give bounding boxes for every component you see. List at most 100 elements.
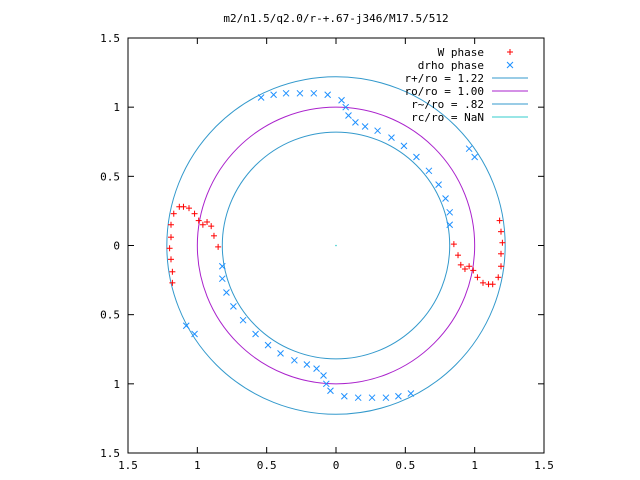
reference-circle bbox=[166, 76, 506, 415]
w-phase-point bbox=[470, 267, 477, 274]
reference-circle bbox=[221, 131, 451, 360]
w-phase-point bbox=[169, 279, 176, 286]
drho-phase-point bbox=[446, 208, 454, 216]
legend-entry: rc/ro = NaN bbox=[411, 111, 528, 124]
drho-phase-point bbox=[327, 387, 334, 395]
w-phase-point bbox=[186, 205, 193, 212]
w-phase-point bbox=[191, 210, 198, 217]
drho-phase-point bbox=[218, 275, 226, 283]
drho-phase-point bbox=[442, 195, 449, 202]
drho-phase-point bbox=[303, 361, 311, 368]
legend-entry: r+/ro = 1.22 bbox=[405, 72, 528, 85]
drho-phase-point bbox=[291, 356, 298, 364]
drho-phase-point bbox=[310, 89, 318, 97]
y-tick-label: 0 bbox=[113, 240, 120, 253]
w-phase-point bbox=[466, 263, 473, 270]
x-tick-label: 1.5 bbox=[534, 459, 554, 472]
w-phase-point bbox=[498, 250, 505, 257]
w-phase-point bbox=[180, 203, 187, 210]
x-tick-label: 1 bbox=[471, 459, 478, 472]
legend-plus-marker bbox=[507, 49, 513, 55]
w-phase-point bbox=[204, 218, 211, 225]
legend-label: rc/ro = NaN bbox=[411, 111, 484, 124]
legend-entry: ro/ro = 1.00 bbox=[405, 85, 528, 98]
drho-phase-point bbox=[252, 330, 259, 338]
drho-phase-point bbox=[182, 322, 190, 330]
drho-phase-point bbox=[282, 89, 290, 97]
drho-phase-point bbox=[374, 127, 381, 135]
plot-area: 1.5 1 0.5 0 0.5 1 1.51.510.500.511.5 bbox=[100, 32, 554, 472]
w-phase-point bbox=[167, 234, 174, 241]
drho-phase-point bbox=[313, 365, 320, 372]
y-tick-label: 1.5 bbox=[100, 32, 120, 45]
drho-phase-point bbox=[322, 380, 330, 388]
w-phase-point bbox=[485, 281, 492, 288]
drho-phase-point bbox=[352, 119, 359, 126]
legend-label: W phase bbox=[438, 46, 484, 59]
legend-entry: r~/ro = .82 bbox=[411, 98, 528, 111]
drho-phase-point bbox=[435, 181, 442, 188]
drho-phase-point bbox=[264, 341, 272, 349]
drho-phase-point bbox=[230, 303, 237, 310]
drho-phase-point bbox=[382, 394, 390, 402]
x-tick-label: 1.5 bbox=[118, 459, 138, 472]
x-tick-label: 0 bbox=[333, 459, 340, 472]
x-tick-label: 1 bbox=[194, 459, 201, 472]
w-phase-series bbox=[166, 203, 506, 288]
w-phase-point bbox=[210, 232, 217, 239]
drho-phase-point bbox=[354, 394, 362, 402]
y-tick-label: 1 bbox=[113, 378, 120, 391]
drho-phase-point bbox=[223, 289, 230, 296]
w-phase-point bbox=[495, 274, 502, 281]
drho-phase-point bbox=[191, 330, 198, 338]
drho-phase-series bbox=[182, 89, 479, 402]
drho-phase-point bbox=[400, 142, 408, 150]
reference-circle bbox=[196, 106, 476, 385]
drho-phase-point bbox=[446, 221, 454, 229]
w-phase-point bbox=[208, 223, 215, 230]
w-phase-point bbox=[455, 252, 462, 259]
drho-phase-point bbox=[342, 103, 350, 111]
legend-entry: drho phase bbox=[418, 59, 514, 72]
chart-title: m2/n1.5/q2.0/r-+.67-j346/M17.5/512 bbox=[223, 12, 448, 25]
drho-phase-point bbox=[395, 392, 402, 400]
y-tick-label: 0.5 bbox=[100, 170, 120, 183]
drho-phase-point bbox=[361, 123, 369, 130]
w-phase-point bbox=[457, 261, 464, 268]
w-phase-point bbox=[167, 256, 174, 263]
w-phase-point bbox=[215, 243, 222, 250]
w-phase-point bbox=[461, 266, 468, 273]
drho-phase-point bbox=[257, 94, 265, 101]
drho-phase-point bbox=[324, 91, 332, 99]
drho-phase-point bbox=[340, 392, 348, 400]
y-tick-label: 0.5 bbox=[100, 309, 120, 322]
y-tick-label: 1 bbox=[113, 101, 120, 114]
w-phase-point bbox=[479, 279, 486, 286]
drho-phase-point bbox=[425, 167, 433, 175]
w-phase-point bbox=[169, 268, 176, 275]
legend-label: r~/ro = .82 bbox=[411, 98, 484, 111]
w-phase-point bbox=[498, 263, 505, 270]
drho-phase-point bbox=[465, 145, 473, 153]
legend-label: drho phase bbox=[418, 59, 484, 72]
w-phase-point bbox=[195, 217, 202, 224]
legend-entry: W phase bbox=[438, 46, 513, 59]
legend-label: ro/ro = 1.00 bbox=[405, 85, 484, 98]
drho-phase-point bbox=[345, 112, 352, 119]
drho-phase-point bbox=[368, 394, 376, 402]
w-phase-point bbox=[170, 210, 177, 217]
drho-phase-point bbox=[270, 91, 277, 99]
legend-label: r+/ro = 1.22 bbox=[405, 72, 484, 85]
w-phase-point bbox=[496, 217, 503, 224]
w-phase-point bbox=[166, 245, 173, 252]
x-tick-label: 0.5 bbox=[395, 459, 415, 472]
drho-phase-point bbox=[277, 350, 284, 357]
drho-phase-point bbox=[296, 89, 304, 97]
y-tick-label: 1.5 bbox=[100, 447, 120, 460]
origin-point bbox=[335, 244, 337, 247]
w-phase-point bbox=[474, 274, 481, 281]
w-phase-point bbox=[498, 228, 505, 235]
drho-phase-point bbox=[239, 316, 247, 324]
